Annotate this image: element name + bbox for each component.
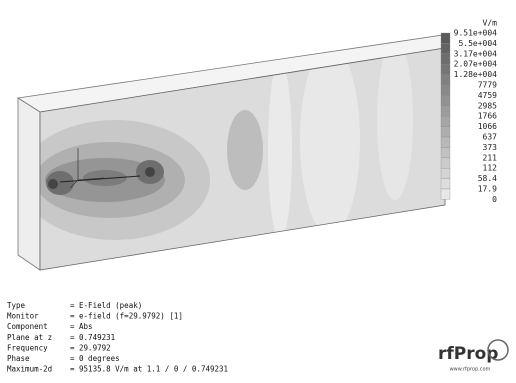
info-label: Plane at z [7, 333, 52, 342]
info-label: Monitor [7, 312, 39, 321]
info-value: = Abs [70, 322, 93, 331]
colorbar-label: 4759 [478, 91, 497, 100]
colorbar-swatch [441, 43, 450, 53]
info-value: = 29.9792 [70, 343, 111, 352]
colorbar-swatch [441, 116, 450, 126]
logo-url: www.rfprop.com [450, 367, 491, 373]
colorbar-swatch [441, 54, 450, 64]
colorbar-label: 9.51e+004 [454, 29, 498, 38]
colorbar-swatch [441, 95, 450, 105]
colorbar-label: 211 [483, 153, 498, 162]
screenshot: V/m 9.51e+0045.5e+0043.17e+0042.07e+0041… [0, 0, 516, 383]
colorbar-unit: V/m [483, 19, 498, 28]
slab-side [18, 98, 40, 270]
info-panel: Type = E-Field (peak) Monitor = e-field (f=… [7, 301, 228, 374]
info-value: = e-field (f=29.9792) [1] [70, 312, 183, 321]
colorbar-label: 2985 [478, 101, 497, 110]
colorbar-label: 373 [483, 143, 498, 152]
colorbar-swatch [441, 137, 450, 147]
info-value: = E-Field (peak) [70, 301, 142, 310]
colorbar-label: 2.07e+004 [454, 60, 498, 69]
colorbar-label: 1766 [478, 112, 497, 121]
colorbar-label: 58.4 [478, 174, 497, 183]
info-label: Component [7, 322, 48, 331]
info-value: = 0.749231 [70, 333, 115, 342]
colorbar-label: 17.9 [478, 185, 497, 194]
colorbar-swatch [441, 179, 450, 189]
colorbar-swatch [441, 168, 450, 178]
colorbar-swatch [441, 33, 450, 43]
colorbar-label: 1066 [478, 122, 497, 131]
colorbar-label: 0 [492, 195, 497, 204]
colorbar-swatch [441, 189, 450, 199]
colorbar-label: 112 [483, 164, 498, 173]
colorbar-label: 1.28e+004 [454, 70, 498, 79]
colorbar-swatch [441, 64, 450, 74]
field-plot-view: V/m 9.51e+0045.5e+0043.17e+0042.07e+0041… [0, 0, 516, 383]
colorbar-label: 3.17e+004 [454, 49, 498, 58]
colorbar-label: 637 [483, 133, 498, 142]
colorbar-swatch [441, 158, 450, 168]
colorbar-label: 5.5e+004 [458, 39, 497, 48]
info-label: Maximum-2d [7, 365, 52, 374]
info-label: Type [7, 301, 26, 310]
info-value: = 0 degrees [70, 354, 120, 363]
colorbar-swatch [441, 106, 450, 116]
colorbar-swatch [441, 75, 450, 85]
colorbar-swatch [441, 85, 450, 95]
info-label: Frequency [7, 343, 48, 352]
colorbar-swatch [441, 127, 450, 137]
info-value: = 95135.8 V/m at 1.1 / 0 / 0.749231 [70, 365, 228, 374]
colorbar-swatch [441, 147, 450, 157]
info-label: Phase [7, 354, 30, 363]
colorbar-label: 7779 [478, 81, 497, 90]
